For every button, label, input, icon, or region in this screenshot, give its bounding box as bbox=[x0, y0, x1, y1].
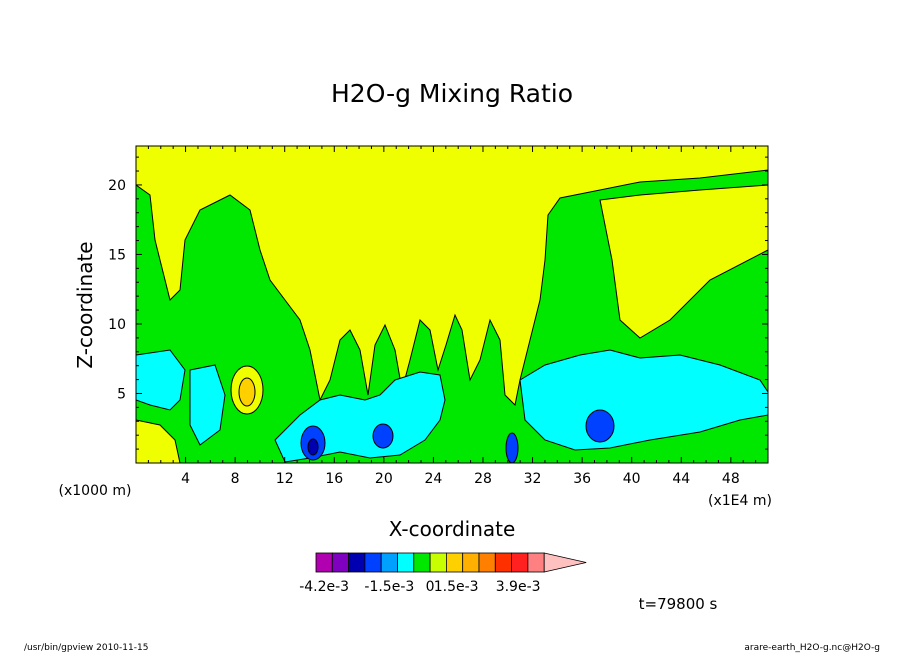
y-tick-label: 20 bbox=[108, 178, 126, 194]
x-axis-label: X-coordinate bbox=[389, 517, 516, 541]
y-unit-label: (x1000 m) bbox=[59, 483, 132, 499]
colorbar-swatch bbox=[511, 552, 529, 573]
colorbar-level-label: 0 bbox=[426, 579, 435, 595]
y-axis: 5 10 15 20 bbox=[108, 156, 768, 450]
contour-region-blue-4 bbox=[585, 409, 615, 443]
x-tick-label: 12 bbox=[276, 471, 294, 487]
colorbar-level-label: -1.5e-3 bbox=[364, 579, 414, 595]
colorbar-extend-arrow bbox=[543, 552, 587, 573]
chart-title: H2O-g Mixing Ratio bbox=[331, 79, 573, 108]
plot-frame bbox=[135, 145, 769, 464]
contour-region-bottom-yellow bbox=[136, 419, 181, 463]
x-tick-label: 36 bbox=[573, 471, 591, 487]
footer-right: arare-earth_H2O-g.nc@H2O-g bbox=[744, 643, 880, 653]
y-tick-label: 15 bbox=[108, 247, 126, 263]
x-tick-label: 40 bbox=[623, 471, 641, 487]
x-axis: 4 8 12 16 20 24 28 32 36 40 44 48 bbox=[147, 146, 757, 487]
y-tick-label: 5 bbox=[117, 386, 126, 402]
colorbar-swatch bbox=[429, 552, 447, 573]
x-tick-label: 16 bbox=[325, 471, 343, 487]
x-tick-label: 48 bbox=[722, 471, 740, 487]
colorbar-level-label: 1.5e-3 bbox=[434, 579, 479, 595]
x-tick-label: 4 bbox=[181, 471, 190, 487]
x-unit-label: (x1E4 m) bbox=[708, 493, 772, 509]
x-tick-label: 20 bbox=[375, 471, 393, 487]
colorbar-level-label: -4.2e-3 bbox=[299, 579, 349, 595]
contour-region-cyan-left bbox=[136, 349, 186, 411]
contour-region-blue-3 bbox=[505, 432, 519, 463]
contour-region-right-column bbox=[599, 184, 768, 339]
time-label: t=79800 s bbox=[639, 595, 718, 613]
y-tick-label: 10 bbox=[108, 317, 126, 333]
colorbar-swatch bbox=[527, 552, 545, 573]
x-tick-label: 24 bbox=[424, 471, 442, 487]
x-tick-label: 32 bbox=[524, 471, 542, 487]
contour-region-deep-1 bbox=[307, 438, 319, 456]
contour-region-cyan-right bbox=[519, 349, 768, 451]
colorbar-swatch bbox=[397, 552, 415, 573]
colorbar-level-label: 3.9e-3 bbox=[496, 579, 541, 595]
colorbar-swatch bbox=[380, 552, 398, 573]
colorbar-swatch bbox=[478, 552, 496, 573]
colorbar-swatch bbox=[413, 552, 431, 573]
colorbar-swatch bbox=[331, 552, 349, 573]
colorbar bbox=[315, 552, 587, 573]
x-tick-label: 8 bbox=[231, 471, 240, 487]
colorbar-swatch bbox=[315, 552, 333, 573]
contour-region-cyan-mid-left bbox=[189, 364, 226, 446]
colorbar-swatch bbox=[364, 552, 382, 573]
colorbar-swatch bbox=[348, 552, 366, 573]
colorbar-swatch bbox=[494, 552, 512, 573]
contour-region-positive-core bbox=[238, 377, 256, 407]
colorbar-swatch bbox=[445, 552, 464, 573]
contour-region-blue-2 bbox=[372, 423, 394, 449]
contour-region-upper bbox=[136, 146, 768, 407]
colorbar-labels: -4.2e-3 -1.5e-3 0 1.5e-3 3.9e-3 bbox=[299, 579, 540, 595]
colorbar-swatch bbox=[462, 552, 480, 573]
x-tick-label: 44 bbox=[672, 471, 690, 487]
footer-left: /usr/bin/gpview 2010-11-15 bbox=[24, 643, 148, 653]
y-axis-label: Z-coordinate bbox=[73, 241, 97, 368]
x-tick-label: 28 bbox=[474, 471, 492, 487]
